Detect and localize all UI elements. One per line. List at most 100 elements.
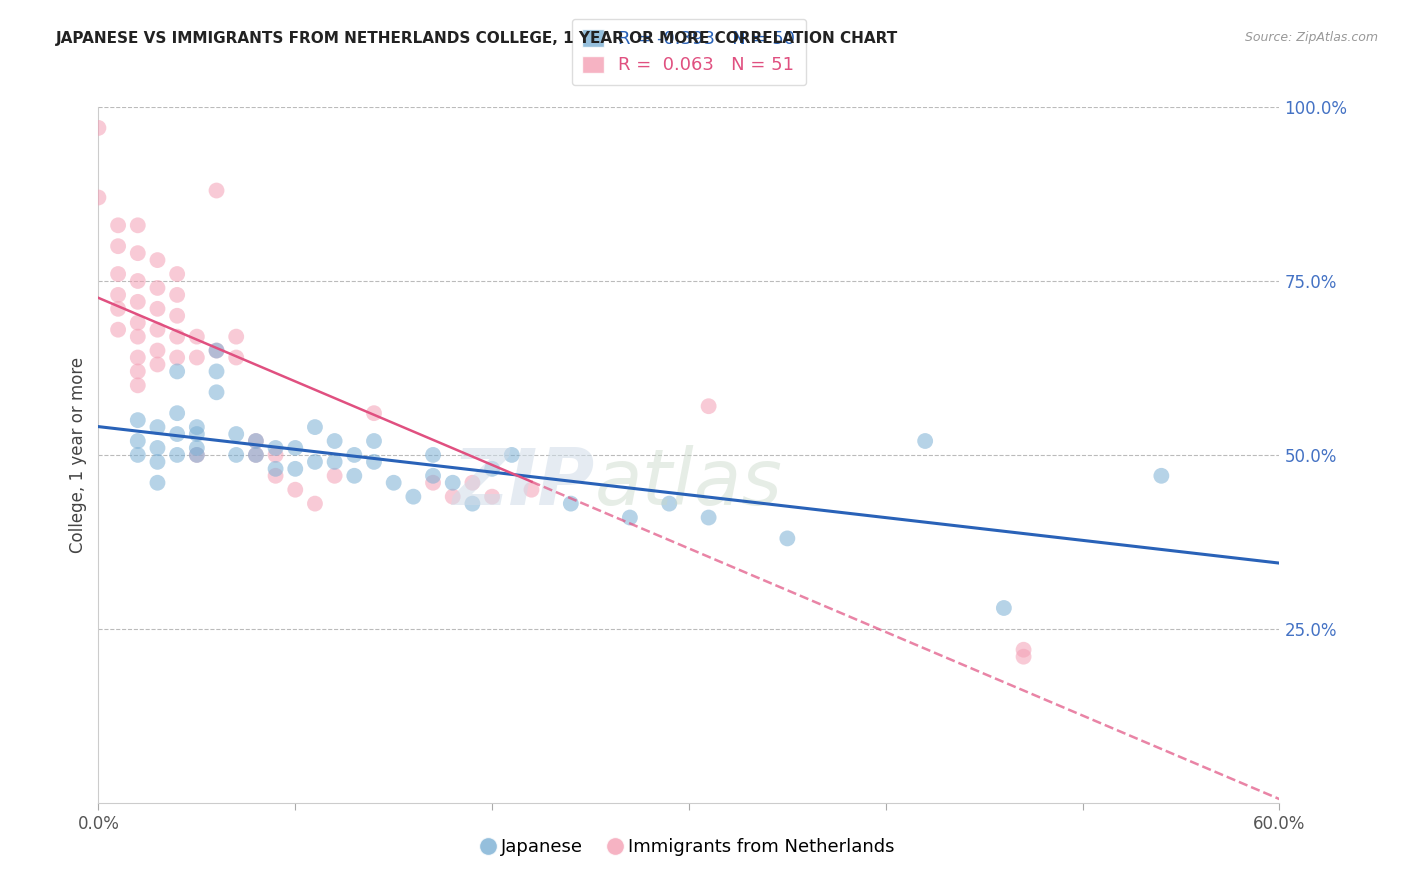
Point: [146, 253, 169, 268]
Point: [127, 246, 149, 260]
Point: [127, 329, 149, 343]
Point: [304, 497, 326, 511]
Point: [658, 497, 681, 511]
Point: [422, 475, 444, 490]
Point: [107, 323, 129, 337]
Point: [186, 448, 208, 462]
Point: [205, 385, 228, 400]
Point: [461, 497, 484, 511]
Point: [107, 219, 129, 233]
Point: [166, 288, 188, 302]
Point: [87, 120, 110, 135]
Point: [186, 420, 208, 434]
Point: [343, 448, 366, 462]
Point: [146, 455, 169, 469]
Point: [697, 510, 720, 524]
Point: [186, 441, 208, 455]
Text: atlas: atlas: [595, 445, 782, 521]
Point: [166, 427, 188, 442]
Point: [363, 406, 385, 420]
Point: [127, 274, 149, 288]
Point: [127, 294, 149, 309]
Point: [127, 364, 149, 378]
Point: [363, 434, 385, 448]
Point: [402, 490, 425, 504]
Point: [127, 316, 149, 330]
Point: [225, 351, 247, 365]
Point: [186, 427, 208, 442]
Point: [127, 448, 149, 462]
Point: [284, 462, 307, 476]
Point: [146, 281, 169, 295]
Point: [186, 448, 208, 462]
Point: [284, 483, 307, 497]
Point: [461, 475, 484, 490]
Point: [146, 420, 169, 434]
Point: [343, 468, 366, 483]
Point: [107, 267, 129, 281]
Point: [560, 497, 582, 511]
Point: [776, 532, 799, 546]
Point: [697, 399, 720, 413]
Point: [501, 448, 523, 462]
Point: [166, 406, 188, 420]
Point: [304, 455, 326, 469]
Y-axis label: College, 1 year or more: College, 1 year or more: [69, 357, 87, 553]
Point: [245, 448, 267, 462]
Text: JAPANESE VS IMMIGRANTS FROM NETHERLANDS COLLEGE, 1 YEAR OR MORE CORRELATION CHAR: JAPANESE VS IMMIGRANTS FROM NETHERLANDS …: [56, 31, 898, 46]
Point: [146, 301, 169, 316]
Point: [166, 364, 188, 378]
Point: [146, 358, 169, 372]
Point: [225, 427, 247, 442]
Point: [382, 475, 405, 490]
Point: [520, 483, 543, 497]
Legend: Japanese, Immigrants from Netherlands: Japanese, Immigrants from Netherlands: [475, 831, 903, 863]
Point: [245, 434, 267, 448]
Point: [422, 468, 444, 483]
Point: [146, 323, 169, 337]
Point: [127, 434, 149, 448]
Point: [1012, 649, 1035, 664]
Point: [245, 448, 267, 462]
Point: [146, 441, 169, 455]
Point: [146, 343, 169, 358]
Point: [225, 448, 247, 462]
Point: [87, 190, 110, 204]
Point: [1012, 642, 1035, 657]
Point: [107, 288, 129, 302]
Point: [264, 468, 287, 483]
Point: [323, 455, 346, 469]
Point: [284, 441, 307, 455]
Text: ZIP: ZIP: [453, 445, 595, 521]
Point: [481, 490, 503, 504]
Point: [205, 364, 228, 378]
Point: [127, 378, 149, 392]
Point: [304, 420, 326, 434]
Point: [205, 343, 228, 358]
Point: [127, 413, 149, 427]
Point: [1150, 468, 1173, 483]
Point: [225, 329, 247, 343]
Point: [107, 301, 129, 316]
Point: [186, 329, 208, 343]
Point: [205, 184, 228, 198]
Point: [481, 462, 503, 476]
Point: [441, 490, 464, 504]
Point: [186, 351, 208, 365]
Point: [619, 510, 641, 524]
Text: Source: ZipAtlas.com: Source: ZipAtlas.com: [1244, 31, 1378, 45]
Point: [166, 309, 188, 323]
Point: [422, 448, 444, 462]
Point: [264, 441, 287, 455]
Point: [205, 343, 228, 358]
Point: [127, 351, 149, 365]
Point: [993, 601, 1015, 615]
Point: [166, 329, 188, 343]
Point: [363, 455, 385, 469]
Point: [166, 351, 188, 365]
Point: [127, 219, 149, 233]
Point: [264, 462, 287, 476]
Point: [323, 468, 346, 483]
Point: [323, 434, 346, 448]
Point: [166, 267, 188, 281]
